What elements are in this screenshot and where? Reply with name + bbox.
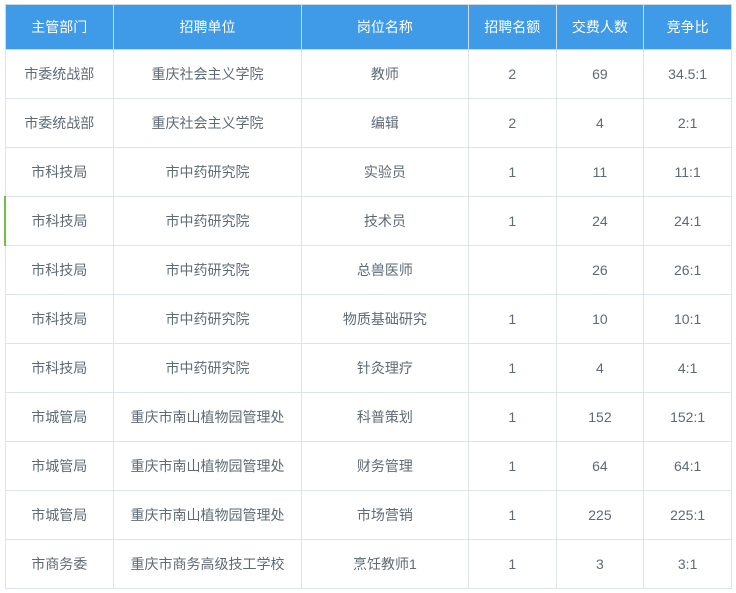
table-cell: 市科技局 (5, 148, 114, 197)
table-cell: 4 (556, 344, 644, 393)
table-cell: 重庆市南山植物园管理处 (114, 442, 302, 491)
table-row: 市科技局市中药研究院实验员11111:1 (5, 148, 732, 197)
table-cell: 64:1 (644, 442, 732, 491)
table-cell: 市商务委 (5, 540, 114, 589)
table-cell: 市城管局 (5, 393, 114, 442)
table-cell: 2:1 (644, 99, 732, 148)
table-cell: 4 (556, 99, 644, 148)
table-row: 市科技局市中药研究院针灸理疗144:1 (5, 344, 732, 393)
table-cell: 技术员 (301, 197, 468, 246)
table-header: 主管部门招聘单位岗位名称招聘名额交费人数竞争比 (5, 5, 732, 50)
table-row: 市科技局市中药研究院技术员12424:1 (5, 197, 732, 246)
table-cell: 24 (556, 197, 644, 246)
col-header-1: 招聘单位 (114, 5, 302, 50)
table-cell: 市中药研究院 (114, 246, 302, 295)
table-cell: 财务管理 (301, 442, 468, 491)
table-cell: 34.5:1 (644, 50, 732, 99)
table-cell: 1 (468, 344, 556, 393)
table-cell: 152 (556, 393, 644, 442)
col-header-0: 主管部门 (5, 5, 114, 50)
table-cell: 2 (468, 50, 556, 99)
table-cell: 编辑 (301, 99, 468, 148)
table-cell: 市中药研究院 (114, 197, 302, 246)
table-cell: 市场营销 (301, 491, 468, 540)
table-cell: 针灸理疗 (301, 344, 468, 393)
table-cell: 重庆社会主义学院 (114, 99, 302, 148)
table-row: 市委统战部重庆社会主义学院编辑242:1 (5, 99, 732, 148)
table-cell: 重庆市南山植物园管理处 (114, 491, 302, 540)
table-cell: 3 (556, 540, 644, 589)
table-row: 市科技局市中药研究院物质基础研究11010:1 (5, 295, 732, 344)
table-cell: 物质基础研究 (301, 295, 468, 344)
table-cell: 市城管局 (5, 442, 114, 491)
table-cell: 科普策划 (301, 393, 468, 442)
table-cell: 24:1 (644, 197, 732, 246)
table-cell: 1 (468, 295, 556, 344)
table-cell: 2 (468, 99, 556, 148)
table-cell: 市中药研究院 (114, 295, 302, 344)
table-cell: 1 (468, 197, 556, 246)
recruitment-table: 主管部门招聘单位岗位名称招聘名额交费人数竞争比 市委统战部重庆社会主义学院教师2… (4, 4, 732, 589)
table-cell: 市中药研究院 (114, 344, 302, 393)
table-cell: 市城管局 (5, 491, 114, 540)
table-cell: 26:1 (644, 246, 732, 295)
table-cell: 烹饪教师1 (301, 540, 468, 589)
table-cell: 11 (556, 148, 644, 197)
table-cell: 225:1 (644, 491, 732, 540)
table-cell: 26 (556, 246, 644, 295)
table-row: 市商务委重庆市商务高级技工学校烹饪教师1133:1 (5, 540, 732, 589)
table-cell: 1 (468, 442, 556, 491)
table-cell: 市科技局 (5, 246, 114, 295)
table-cell: 1 (468, 491, 556, 540)
table-row: 市城管局重庆市南山植物园管理处市场营销1225225:1 (5, 491, 732, 540)
table-row: 市城管局重庆市南山植物园管理处科普策划1152152:1 (5, 393, 732, 442)
table-cell: 11:1 (644, 148, 732, 197)
table-cell: 225 (556, 491, 644, 540)
table-cell: 1 (468, 393, 556, 442)
table-row: 市科技局市中药研究院总兽医师 2626:1 (5, 246, 732, 295)
table-row: 市委统战部重庆社会主义学院教师26934.5:1 (5, 50, 732, 99)
table-cell: 1 (468, 148, 556, 197)
table-cell: 实验员 (301, 148, 468, 197)
table-cell: 总兽医师 (301, 246, 468, 295)
table-row: 市城管局重庆市南山植物园管理处财务管理16464:1 (5, 442, 732, 491)
col-header-4: 交费人数 (556, 5, 644, 50)
table-cell: 市科技局 (5, 295, 114, 344)
table-cell: 10:1 (644, 295, 732, 344)
table-cell: 重庆市商务高级技工学校 (114, 540, 302, 589)
col-header-5: 竞争比 (644, 5, 732, 50)
table-cell (468, 246, 556, 295)
table-cell: 市中药研究院 (114, 148, 302, 197)
table-cell: 64 (556, 442, 644, 491)
table-cell: 重庆市南山植物园管理处 (114, 393, 302, 442)
table-cell: 152:1 (644, 393, 732, 442)
col-header-2: 岗位名称 (301, 5, 468, 50)
table-cell: 10 (556, 295, 644, 344)
table-cell: 市科技局 (5, 344, 114, 393)
table-cell: 市委统战部 (5, 99, 114, 148)
table-cell: 4:1 (644, 344, 732, 393)
table-cell: 市科技局 (5, 197, 114, 246)
table-cell: 市委统战部 (5, 50, 114, 99)
table-cell: 69 (556, 50, 644, 99)
table-cell: 重庆社会主义学院 (114, 50, 302, 99)
table-cell: 1 (468, 540, 556, 589)
table-cell: 教师 (301, 50, 468, 99)
col-header-3: 招聘名额 (468, 5, 556, 50)
table-cell: 3:1 (644, 540, 732, 589)
table-body: 市委统战部重庆社会主义学院教师26934.5:1市委统战部重庆社会主义学院编辑2… (5, 50, 732, 589)
